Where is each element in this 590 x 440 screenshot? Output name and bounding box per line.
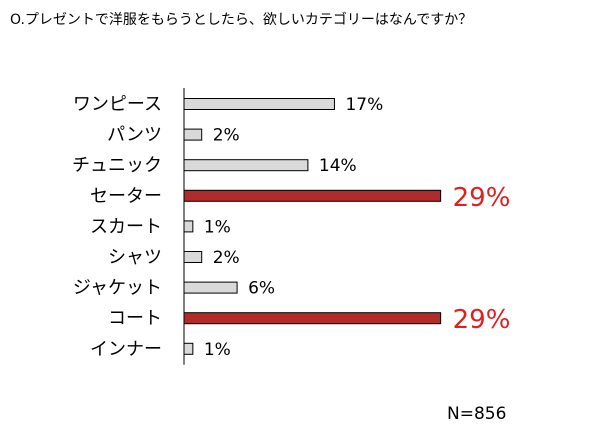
- value-label: 29%: [453, 305, 511, 335]
- value-label: 29%: [453, 183, 511, 213]
- bar: [183, 98, 335, 110]
- bar-highlight: [183, 312, 442, 325]
- category-label: セーター: [90, 186, 162, 207]
- value-label: 1%: [204, 217, 231, 237]
- bar: [183, 342, 194, 355]
- bar: [183, 251, 203, 263]
- value-label: 1%: [204, 340, 231, 360]
- bar: [183, 281, 238, 294]
- value-label: 2%: [213, 248, 240, 268]
- category-label: パンツ: [107, 125, 162, 146]
- category-label: ワンピース: [73, 94, 162, 115]
- value-label: 17%: [345, 95, 383, 115]
- bar-highlight: [183, 189, 442, 202]
- category-label: チュニック: [72, 155, 162, 176]
- value-label: 14%: [319, 156, 357, 176]
- bar: [183, 159, 309, 172]
- chart-title: O.プレゼントで洋服をもらうとしたら、欲しいカテゴリーはなんですか？: [10, 12, 473, 28]
- category-label: インナー: [90, 339, 162, 360]
- category-label: コート: [108, 308, 162, 329]
- bar: [183, 128, 203, 141]
- sample-size-label: N=856: [447, 404, 507, 424]
- value-label: 6%: [248, 279, 275, 299]
- value-label: 2%: [213, 126, 240, 146]
- category-label: ジャケット: [73, 278, 162, 299]
- bar: [183, 220, 194, 233]
- category-label: シャツ: [108, 247, 162, 268]
- category-label: スカート: [90, 216, 162, 237]
